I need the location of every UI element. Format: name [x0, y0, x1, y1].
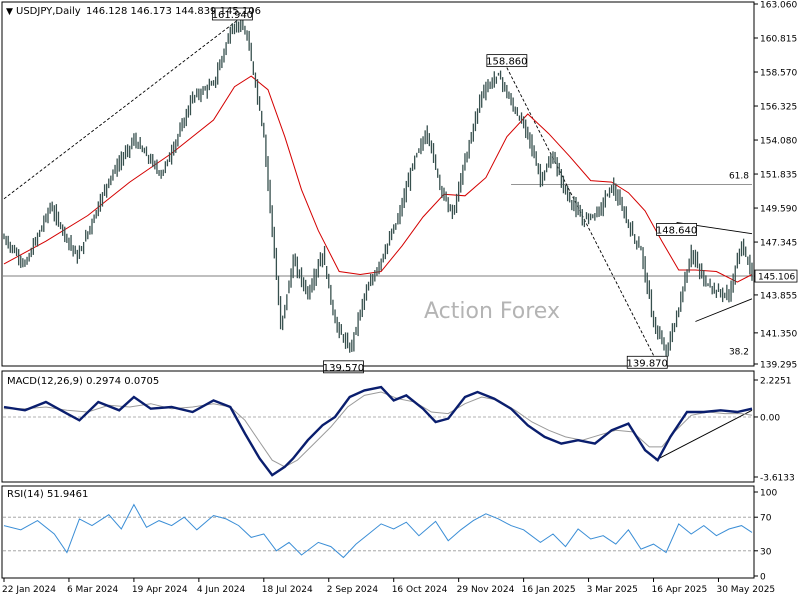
moving-average-layer: [3, 75, 753, 283]
trendline: [695, 298, 753, 322]
rsi-panel-border: [1, 485, 755, 579]
x-tick-label: 2 Sep 2024: [327, 585, 379, 595]
chevron-down-icon[interactable]: ▼: [6, 7, 13, 17]
macd-panel-border: [1, 370, 755, 483]
moving-average-line: [3, 75, 753, 283]
x-tick-label: 19 Apr 2024: [132, 585, 188, 595]
macd-y-tick-label: 2.2251: [760, 377, 792, 387]
x-tick-label: 22 Jan 2024: [2, 585, 56, 595]
price-annotations-layer: 161.940 158.860 148.640 139.570 139.870 61.8 3…: [211, 7, 749, 374]
price-y-tick-label: 143.855: [760, 291, 797, 301]
x-axis: 22 Jan 2024 6 Mar 2024 19 Apr 2024 4 Jun 20…: [2, 578, 775, 595]
macd-y-tick-label: -3.6133: [760, 474, 795, 484]
macd-y-axis: 2.2251 0.00 -3.6133: [754, 377, 795, 484]
rsi-title: RSI(14) 51.9461: [7, 489, 88, 500]
price-annotation-label: 158.860: [486, 57, 527, 68]
macd-reference-lines: [3, 409, 753, 461]
rsi-line: [3, 503, 753, 559]
price-annotation-box: [656, 223, 697, 236]
price-y-tick-label: 158.570: [760, 69, 797, 79]
price-title: USDJPY,Daily: [16, 6, 81, 17]
price-y-tick-label: 156.325: [760, 103, 797, 113]
macd-title: MACD(12,26,9) 0.2974 0.0705: [7, 376, 159, 387]
rsi-y-tick-label: 0: [760, 573, 766, 583]
rsi-reference-lines: [3, 516, 753, 552]
price-annotation-box: [486, 54, 528, 68]
price-panel: Action Forex 161.940 158.860 148.640 139.57…: [1, 1, 797, 374]
price-annotation-label: 148.640: [656, 225, 697, 236]
macd-line: [3, 385, 753, 477]
macd-lines-layer: [3, 385, 753, 477]
macd-trendline: [655, 409, 753, 461]
price-annotation-label: 139.570: [323, 363, 364, 374]
ohlc-readout: 146.128 146.173 144.839 145.106: [86, 6, 261, 17]
price-annotation-box: [626, 355, 668, 369]
x-tick-label: 30 May 2025: [716, 585, 775, 595]
rsi-y-tick-label: 100: [760, 489, 777, 499]
rsi-panel: RSI(14) 51.9461 100 70 30 0: [1, 485, 777, 583]
price-y-tick-label: 151.835: [760, 171, 797, 181]
macd-y-tick-label: 0.00: [760, 413, 780, 423]
price-annotation-label: 139.870: [627, 358, 668, 369]
x-tick-label: 6 Mar 2024: [67, 585, 119, 595]
x-tick-label: 4 Jun 2024: [197, 585, 246, 595]
price-annotation-label: 161.940: [212, 10, 253, 21]
x-tick-label: 29 Nov 2024: [457, 585, 515, 595]
price-y-tick-label: 139.295: [760, 361, 797, 371]
price-y-tick-label: 163.060: [760, 1, 797, 11]
x-tick-label: 16 Oct 2024: [392, 585, 448, 595]
price-y-tick-label: 160.815: [760, 35, 797, 45]
x-tick-label: 16 Jan 2025: [522, 585, 576, 595]
rsi-y-tick-label: 30: [760, 547, 772, 557]
price-watermark: Action Forex: [424, 299, 560, 324]
price-y-tick-label: 141.350: [760, 329, 797, 339]
last-price-label: 145.106: [758, 273, 795, 283]
price-y-axis: 163.060 160.815 158.570 156.325 154.080 151.8…: [754, 1, 797, 371]
price-y-tick-label: 149.590: [760, 205, 797, 215]
rsi-y-axis: 100 70 30 0: [754, 489, 777, 583]
price-y-tick-label: 154.080: [760, 137, 797, 147]
x-tick-label: 18 Jul 2024: [262, 585, 313, 595]
price-panel-border: [1, 1, 755, 367]
price-annotation-box: [323, 360, 364, 374]
x-tick-label: 3 Mar 2025: [587, 585, 638, 595]
price-annotation-box: [211, 7, 253, 21]
dashed-trendline: [3, 20, 237, 200]
x-tick-label: 16 Apr 2025: [652, 585, 708, 595]
fibonacci-label: 61.8: [729, 172, 749, 182]
price-y-tick-label: 147.345: [760, 239, 797, 249]
fibonacci-label: 38.2: [729, 347, 749, 357]
macd-panel: MACD(12,26,9) 0.2974 0.0705 2.2251 0.00 -3…: [1, 370, 795, 484]
rsi-y-tick-label: 70: [760, 514, 772, 524]
last-price-box: [754, 269, 798, 283]
rsi-lines-layer: [3, 503, 753, 559]
